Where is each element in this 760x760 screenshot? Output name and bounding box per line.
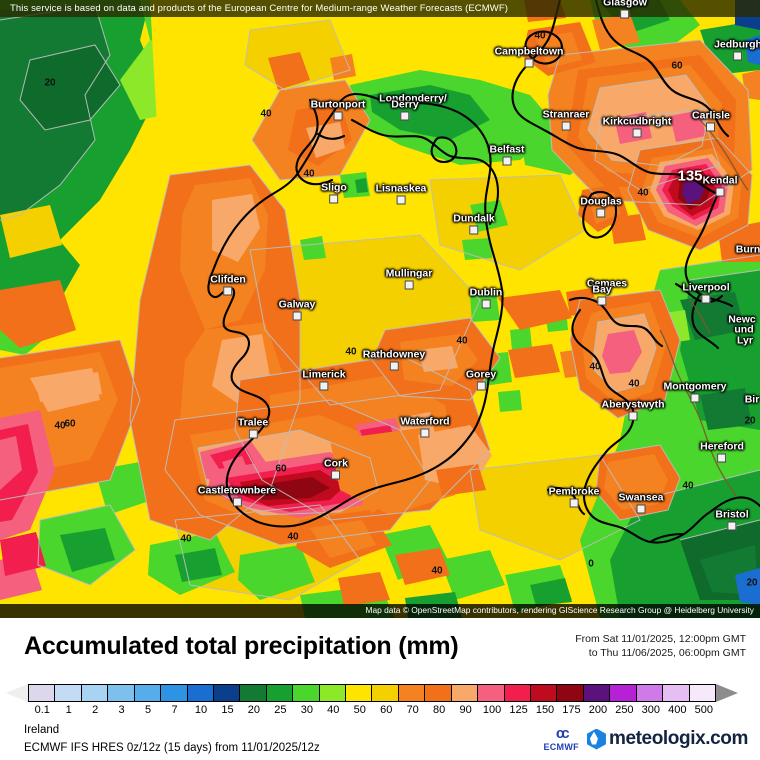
color-swatch xyxy=(29,685,56,701)
logo-row: cc ECMWF meteologix.com xyxy=(543,722,748,756)
color-swatch xyxy=(663,685,690,701)
color-swatch xyxy=(398,685,426,701)
date-to: to Thu 11/06/2025, 06:00pm GMT xyxy=(588,647,746,659)
color-swatch xyxy=(636,685,664,701)
scale-low-arrow-icon xyxy=(6,684,28,702)
color-swatch xyxy=(293,685,320,701)
color-swatch xyxy=(478,685,505,701)
color-scale: 0.1 1 2 3 5 7 10 15 20 25 30 40 50 60 70 80 90 100 125 150 1… xyxy=(0,682,760,716)
precipitation-map[interactable]: This service is based on data and produc… xyxy=(0,0,760,618)
color-swatch xyxy=(134,685,162,701)
scale-high-arrow-icon xyxy=(716,684,738,702)
color-swatch xyxy=(451,685,479,701)
scale-tick-label: 25 xyxy=(274,704,287,716)
ecmwf-mark-icon: cc xyxy=(555,725,570,742)
scale-tick-label: 500 xyxy=(694,704,713,716)
osm-attribution-text: Map data © OpenStreetMap contributors, r… xyxy=(365,605,754,615)
scale-tick-label: 15 xyxy=(221,704,234,716)
color-swatch xyxy=(108,685,135,701)
scale-tick-label: 50 xyxy=(353,704,366,716)
ecmwf-logo[interactable]: cc ECMWF xyxy=(543,726,579,752)
color-swatch xyxy=(557,685,584,701)
color-swatch xyxy=(346,685,373,701)
date-from: From Sat 11/01/2025, 12:00pm GMT xyxy=(575,633,746,645)
color-swatch xyxy=(583,685,611,701)
color-swatch xyxy=(55,685,82,701)
scale-tick-label: 5 xyxy=(145,704,152,716)
model-run-label: ECMWF IFS HRES 0z/12z (15 days) from 11/… xyxy=(24,742,320,754)
color-swatch xyxy=(266,685,294,701)
color-swatch xyxy=(161,685,188,701)
scale-tick-label: 40 xyxy=(327,704,340,716)
color-swatch xyxy=(372,685,399,701)
ecmwf-logo-text: ECMWF xyxy=(543,742,579,752)
scale-tick-label: 70 xyxy=(406,704,419,716)
color-swatch xyxy=(81,685,109,701)
color-swatch xyxy=(425,685,452,701)
scale-tick-label: 150 xyxy=(535,704,555,716)
scale-tick-label: 1 xyxy=(65,704,72,716)
meteologix-logo[interactable]: meteologix.com xyxy=(586,728,748,750)
scale-tick-label: 200 xyxy=(588,704,608,716)
ecmwf-disclaimer-banner-bg xyxy=(0,0,760,17)
scale-tick-label: 0.1 xyxy=(34,704,50,716)
color-swatch xyxy=(689,685,715,701)
scale-tick-label: 30 xyxy=(300,704,313,716)
legend-title: Accumulated total precipitation (mm) xyxy=(24,632,459,660)
meteologix-logo-text: meteologix.com xyxy=(608,728,748,749)
scale-tick-label: 90 xyxy=(459,704,472,716)
scale-tick-label: 400 xyxy=(668,704,687,716)
color-scale-ticks: 0.1 1 2 3 5 7 10 15 20 25 30 40 50 60 70 80 90 100 125 150 1… xyxy=(28,704,716,722)
color-swatch xyxy=(504,685,532,701)
color-swatch xyxy=(610,685,637,701)
scale-tick-label: 100 xyxy=(482,704,502,716)
scale-tick-label: 60 xyxy=(380,704,393,716)
color-swatch xyxy=(240,685,267,701)
scale-tick-label: 80 xyxy=(433,704,446,716)
ecmwf-disclaimer-text: This service is based on data and produc… xyxy=(10,3,508,14)
color-swatch xyxy=(531,685,558,701)
osm-attribution-bg xyxy=(0,604,760,618)
scale-tick-label: 175 xyxy=(562,704,581,716)
scale-tick-label: 7 xyxy=(171,704,178,716)
meteologix-mark-icon xyxy=(586,728,606,750)
color-swatch xyxy=(187,685,214,701)
scale-tick-label: 300 xyxy=(641,704,661,716)
scale-tick-label: 10 xyxy=(194,704,208,716)
scale-tick-label: 3 xyxy=(118,704,125,716)
scale-tick-label: 20 xyxy=(247,704,261,716)
forecast-date-range: From Sat 11/01/2025, 12:00pm GMT to Thu … xyxy=(575,632,746,660)
map-raster xyxy=(0,0,760,618)
legend-footer: Accumulated total precipitation (mm) Fro… xyxy=(0,618,760,760)
color-swatch xyxy=(319,685,347,701)
scale-tick-label: 250 xyxy=(615,704,634,716)
scale-tick-label: 2 xyxy=(92,704,99,716)
region-label: Ireland xyxy=(24,724,60,736)
color-swatch xyxy=(213,685,241,701)
color-swatch-strip xyxy=(28,684,716,702)
scale-tick-label: 125 xyxy=(509,704,528,716)
